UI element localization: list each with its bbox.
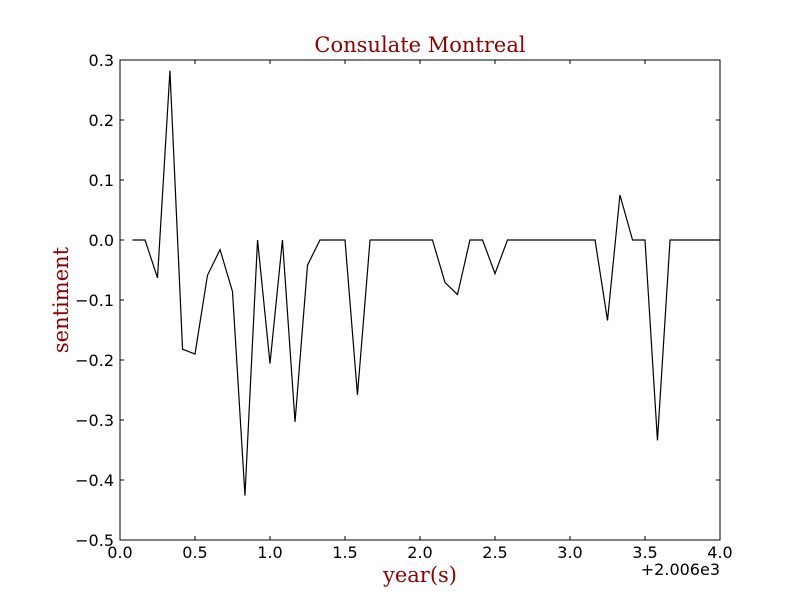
x-tick-label: 4.0 [707,543,732,562]
ticks-layer: 0.0 0.5 1.0 1.5 2.0 2.5 3.0 3.5 4.00.30.20.10.0−… [75,51,733,562]
y-tick-label: 0.3 [89,51,114,70]
x-tick-label: 1.0 [257,543,282,562]
series-layer [132,70,720,496]
x-tick-label: 2.0 [407,543,432,562]
x-tick-label: 3.5 [632,543,657,562]
x-tick-label: 1.5 [332,543,357,562]
x-tick-label: 3.0 [557,543,582,562]
y-tick-label: −0.1 [75,291,114,310]
x-axis-label: year(s) [382,563,457,587]
y-tick-label: −0.5 [75,531,114,550]
y-axis-label: sentiment [49,246,73,353]
chart-title: Consulate Montreal [314,33,525,57]
y-tick-label: 0.0 [89,231,114,250]
x-tick-label: 2.5 [482,543,507,562]
plot-frame [119,59,721,541]
plot-area [120,60,720,540]
y-tick-label: −0.3 [75,411,114,430]
x-tick-label: 0.5 [182,543,207,562]
y-tick-label: −0.4 [75,471,114,490]
x-axis-offset-label: +2.006e3 [641,560,720,579]
y-tick-label: 0.1 [89,171,114,190]
y-tick-label: 0.2 [89,111,114,130]
y-tick-label: −0.2 [75,351,114,370]
series-line [132,70,720,496]
x-tick-label: 0.0 [107,543,132,562]
